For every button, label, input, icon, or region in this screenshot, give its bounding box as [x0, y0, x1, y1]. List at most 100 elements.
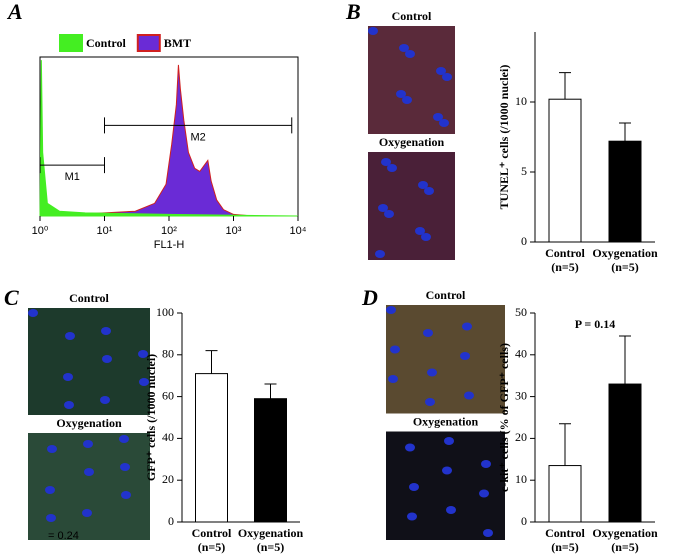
nucleus [415, 227, 425, 235]
y-tick-label: 80 [162, 347, 174, 361]
x-tick-label: Oxygenation [592, 526, 658, 540]
legend-label: BMT [164, 36, 191, 50]
bar [548, 465, 582, 523]
nucleus [375, 250, 385, 258]
bar [608, 140, 642, 243]
nucleus [390, 345, 400, 354]
nucleus [82, 509, 92, 517]
nucleus [83, 440, 93, 448]
gate [39, 157, 105, 174]
histogram [39, 64, 298, 217]
nucleus [101, 327, 111, 335]
nucleus [444, 437, 454, 445]
nucleus [63, 373, 73, 381]
x-tick-label: Control [545, 246, 585, 260]
annotation: P = 0.14 [575, 317, 616, 331]
panel-letter: C [4, 285, 19, 310]
nucleus [402, 96, 412, 104]
nucleus [100, 396, 110, 404]
x-tick-note: (n=5) [611, 540, 639, 554]
panel-letter: D [361, 285, 378, 310]
x-axis-label: FL1-H [154, 239, 185, 251]
y-axis-label: TUNEL⁺ cells (/1000 nuclei) [497, 65, 511, 210]
y-tick-label: 0 [521, 234, 527, 248]
y-tick-label: 20 [162, 472, 174, 486]
nucleus [65, 332, 75, 340]
nucleus [396, 90, 406, 98]
y-tick-label: 60 [162, 388, 174, 402]
error-bar [619, 122, 631, 142]
nucleus [446, 506, 456, 514]
nucleus [120, 463, 130, 471]
x-tick-label: 10³ [226, 225, 242, 237]
panel-letter: A [6, 0, 23, 24]
nucleus [462, 322, 472, 331]
y-tick-label: 50 [515, 305, 527, 319]
legend-swatch [136, 34, 161, 52]
nucleus [424, 187, 434, 195]
nucleus [139, 378, 149, 386]
x-tick-label: Control [192, 526, 232, 540]
nucleus [102, 355, 112, 363]
nucleus [387, 164, 397, 172]
x-tick-note: (n=5) [257, 540, 285, 554]
nucleus [399, 44, 409, 52]
nucleus [388, 375, 398, 383]
nucleus [436, 67, 446, 75]
panel-letter: B [345, 0, 361, 24]
image-label: Control [69, 291, 109, 305]
nucleus [427, 368, 437, 377]
y-tick-label: 10 [515, 472, 527, 486]
nucleus [405, 443, 415, 452]
y-tick-label: 20 [515, 430, 527, 444]
gate [104, 117, 293, 134]
nucleus [442, 73, 452, 81]
gate-label: M1 [65, 171, 80, 183]
x-tick-label: 10⁰ [32, 225, 49, 237]
x-tick-note: (n=5) [551, 260, 579, 274]
error-bar [559, 72, 571, 100]
bar [608, 383, 642, 523]
bar [254, 398, 287, 523]
legend-swatch [59, 34, 83, 52]
nucleus [442, 466, 452, 475]
image-annotation: = 0.24 [48, 530, 79, 542]
y-tick-label: 100 [156, 305, 174, 319]
nucleus [479, 489, 489, 498]
error-bar [619, 335, 631, 385]
micrograph [28, 308, 150, 415]
x-tick-label: 10⁴ [290, 225, 307, 237]
nucleus [418, 181, 428, 189]
nucleus [409, 483, 419, 491]
y-tick-label: 5 [521, 164, 527, 178]
nucleus [425, 398, 435, 406]
x-tick-label: Oxygenation [238, 526, 304, 540]
image-label: Oxygenation [379, 135, 445, 149]
nucleus [439, 119, 449, 127]
nucleus [368, 27, 378, 35]
micrograph [28, 433, 150, 540]
image-label: Oxygenation [413, 414, 479, 428]
x-tick-note: (n=5) [198, 540, 226, 554]
y-tick-label: 30 [515, 388, 527, 402]
nucleus [119, 435, 129, 443]
x-tick-label: Oxygenation [592, 246, 658, 260]
nucleus [481, 460, 491, 468]
nucleus [460, 352, 470, 360]
error-bar [205, 350, 218, 374]
nucleus [421, 233, 431, 241]
nucleus [138, 350, 148, 358]
nucleus [84, 468, 94, 476]
y-tick-label: 0 [168, 514, 174, 528]
x-tick-label: Control [545, 526, 585, 540]
y-tick-label: 10 [515, 94, 527, 108]
x-tick-label: 10¹ [97, 225, 113, 237]
error-bar [264, 383, 277, 399]
y-tick-label: 40 [162, 430, 174, 444]
nucleus [423, 329, 433, 337]
nucleus [386, 306, 396, 314]
bar [195, 373, 228, 523]
y-tick-label: 40 [515, 347, 527, 361]
y-axis-label: c-kit⁺ cells (% of GFP⁺ cells) [497, 343, 511, 492]
nucleus [407, 512, 417, 521]
